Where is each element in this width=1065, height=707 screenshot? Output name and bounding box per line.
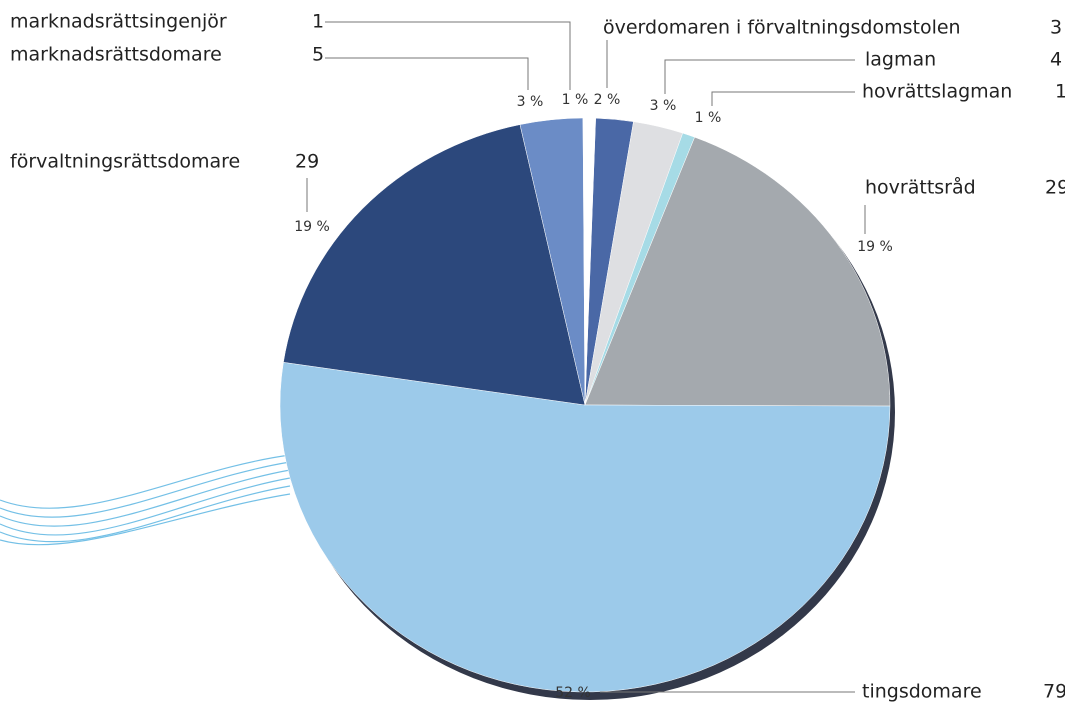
value-label: 1 (1055, 81, 1065, 103)
pie-slice (584, 136, 891, 407)
category-label: hovrättsråd (865, 176, 976, 199)
value-label: 29 (295, 151, 319, 173)
category-label: lagman (865, 49, 936, 71)
wave-decoration (0, 454, 291, 546)
category-label: tingsdomare (862, 681, 982, 703)
percent-label: 2 % (594, 92, 621, 108)
pie-slice (582, 117, 596, 406)
percent-label: 52 % (555, 685, 591, 701)
value-label: 29 (1045, 177, 1065, 199)
percent-label: 1 % (695, 110, 722, 126)
percent-label: 3 % (517, 94, 544, 110)
value-label: 1 (312, 11, 324, 33)
percent-label: 1 % (562, 92, 589, 108)
value-label: 3 (1050, 17, 1062, 39)
category-label: överdomaren i förvaltningsdomstolen (603, 17, 961, 39)
category-label: hovrättslagman (862, 81, 1012, 103)
pie-slice (283, 124, 586, 406)
category-label: förvaltningsrättsdomare (10, 151, 240, 173)
category-label: marknadsrättsingenjör (10, 11, 227, 33)
percent-label: 19 % (857, 239, 893, 255)
leader-line (325, 21, 571, 90)
value-label: 4 (1050, 49, 1062, 71)
percent-label: 3 % (650, 98, 677, 114)
pie-slice (279, 362, 891, 693)
leader-line (325, 57, 529, 90)
leader-line (711, 91, 855, 106)
leader-line (664, 59, 855, 94)
percent-label: 19 % (294, 219, 330, 235)
value-label: 5 (312, 44, 324, 66)
value-label: 79 (1043, 681, 1065, 703)
category-label: marknadsrättsdomare (10, 44, 222, 66)
